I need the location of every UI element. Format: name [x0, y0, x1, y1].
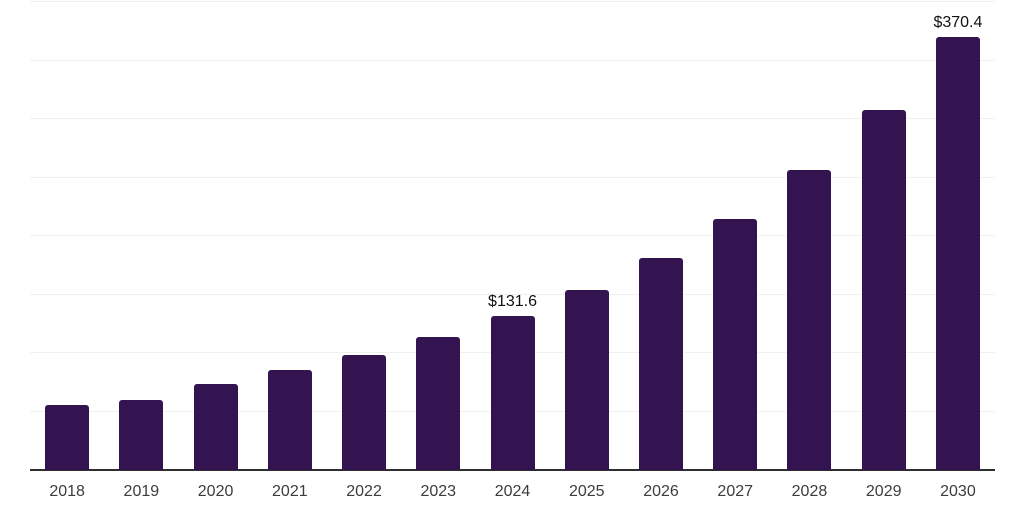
bars-layer: $131.6 $370.4 [30, 2, 995, 470]
x-tick-label-2022: 2022 [346, 483, 382, 500]
bar-2026 [638, 258, 683, 470]
gridline [30, 1, 995, 2]
bar-2018 [45, 404, 90, 470]
x-axis-line [30, 469, 995, 471]
x-tick-label-2026: 2026 [643, 483, 679, 500]
bar-2021 [267, 369, 312, 470]
bar-2028 [787, 170, 832, 470]
bar-band-2020 [178, 2, 252, 470]
bar-2023 [416, 337, 461, 470]
bar-2027 [713, 219, 758, 470]
bar-band-2024: $131.6 [475, 2, 549, 470]
data-label-2024: $131.6 [488, 293, 537, 311]
bar-2022 [342, 354, 387, 470]
bar-band-2022 [327, 2, 401, 470]
x-tick-label-2030: 2030 [940, 483, 976, 500]
data-label-2030: $370.4 [933, 13, 983, 31]
bar-band-2027 [698, 2, 772, 470]
plot-area: $131.6 $370.4 [30, 1, 995, 471]
bar-band-2026 [624, 2, 698, 470]
x-tick-label-2024: 2024 [494, 483, 531, 500]
gridline [30, 176, 995, 178]
bar-2020 [193, 384, 238, 470]
bar-2019 [119, 399, 164, 470]
x-tick-label-2028: 2028 [791, 483, 828, 500]
bar-band-2028 [772, 2, 846, 470]
gridline [30, 59, 995, 61]
bar-2030: $370.4 [933, 14, 982, 470]
gridline [30, 293, 995, 295]
x-tick-label-2029: 2029 [865, 483, 902, 500]
bar-band-2029 [847, 2, 921, 470]
x-tick-label-2019: 2019 [123, 483, 160, 500]
bar-band-2018 [30, 2, 104, 470]
bar-band-2025 [550, 2, 624, 470]
bar-2029 [861, 110, 906, 470]
x-tick-label-2027: 2027 [717, 483, 754, 500]
x-tick-label-2025: 2025 [568, 483, 605, 500]
bar-2024: $131.6 [488, 293, 537, 470]
bar-band-2023 [401, 2, 475, 470]
x-tick-label-2021: 2021 [272, 483, 308, 500]
x-tick-label-2020: 2020 [197, 483, 234, 500]
x-tick-label-2018: 2018 [49, 483, 85, 500]
gridline [30, 118, 995, 119]
bar-band-2021 [253, 2, 327, 470]
bar-band-2030: $370.4 [921, 2, 995, 470]
x-axis-tick-labels: 2018 2019 2020 2021 2022 2023 2024 2025 2026 2027… [30, 483, 995, 501]
bar-band-2019 [104, 2, 178, 470]
bar-2025 [564, 289, 609, 470]
x-tick-label-2023: 2023 [420, 483, 457, 500]
gridline [30, 235, 995, 236]
